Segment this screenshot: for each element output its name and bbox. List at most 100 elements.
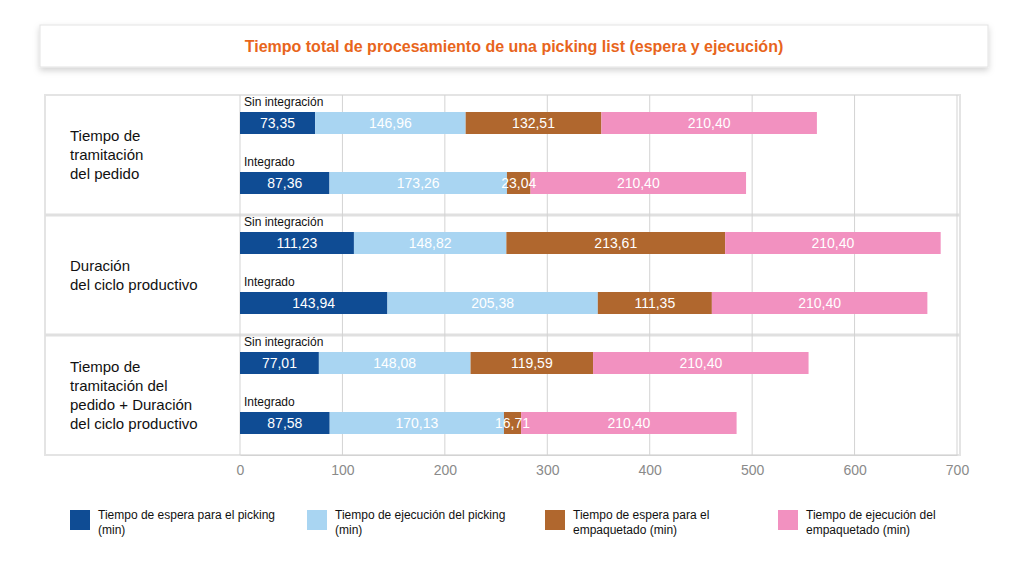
bar-segment (240, 352, 319, 374)
data-label: 173,26 (397, 175, 440, 191)
data-label: 210,40 (798, 295, 841, 311)
data-label: 132,51 (512, 115, 555, 131)
bar-segment (240, 232, 354, 254)
tick-label: 100 (331, 462, 355, 478)
tick-label: 500 (741, 462, 765, 478)
bar-segment (330, 412, 504, 434)
data-label: 213,61 (594, 235, 637, 251)
data-label: 146,96 (369, 115, 412, 131)
grid-line (342, 95, 343, 455)
tick-label: 700 (946, 462, 970, 478)
data-label: 210,40 (607, 415, 650, 431)
group-label: Duración (70, 257, 130, 274)
grid (240, 95, 957, 455)
tick-label: 0 (237, 462, 245, 478)
legend-swatch (778, 510, 798, 530)
data-label: 205,38 (471, 295, 514, 311)
data-label: 111,35 (634, 295, 675, 311)
bar-segment (329, 172, 506, 194)
tick: 200 (434, 455, 458, 478)
bar-segment (598, 292, 712, 314)
grid-line (649, 95, 650, 455)
data-label: 23,04 (501, 175, 536, 191)
legend-label: Tiempo de espera para elempaquetado (min… (573, 508, 709, 537)
title: Tiempo total de procesamiento de una pic… (245, 38, 784, 55)
bar-segment (466, 112, 602, 134)
group-label: del ciclo productivo (70, 276, 198, 293)
category-label: Integrado (244, 275, 295, 289)
bar-segment (315, 112, 466, 134)
group-label: Tiempo de (70, 127, 140, 144)
bar-segment (240, 412, 330, 434)
tick: 100 (331, 455, 355, 478)
bar-segment (531, 172, 747, 194)
chart: Tiempo total de procesamiento de una pic… (0, 0, 1024, 571)
bar-segment (725, 232, 941, 254)
legend-swatch (70, 510, 90, 530)
tick-label: 300 (536, 462, 560, 478)
data-label: 87,58 (267, 415, 302, 431)
tick: 600 (843, 455, 867, 478)
group-label: pedido + Duración (70, 396, 192, 413)
legend-item: Tiempo de espera para el picking(min) (70, 508, 275, 537)
data-label: 16,71 (495, 415, 530, 431)
group-label: Tiempo de (70, 358, 140, 375)
data-label: 210,40 (812, 235, 855, 251)
data-label: 111,23 (277, 235, 318, 251)
tick-label: 200 (434, 462, 458, 478)
grid-line (752, 95, 753, 455)
legend-item: Tiempo de espera para elempaquetado (min… (545, 508, 709, 537)
bars (240, 112, 941, 434)
data-label: 148,08 (373, 355, 416, 371)
data-label: 87,36 (267, 175, 302, 191)
category-label: Integrado (244, 155, 295, 169)
tick: 400 (639, 455, 663, 478)
bar-segment (521, 412, 737, 434)
tick: 300 (536, 455, 560, 478)
tick: 500 (741, 455, 765, 478)
bar-segment (240, 292, 387, 314)
legend-swatch (307, 510, 327, 530)
category-label: Sin integración (244, 95, 323, 109)
category-label: Sin integración (244, 335, 323, 349)
tick: 700 (946, 455, 970, 478)
bar-segment (471, 352, 593, 374)
data-label: 119,59 (511, 355, 553, 371)
group-label: del ciclo productivo (70, 415, 198, 432)
bar-segment (240, 172, 329, 194)
tick-label: 600 (843, 462, 867, 478)
grid-line (854, 95, 855, 455)
data-labels: 73,3587,36111,23143,9477,0187,58146,9617… (260, 115, 854, 431)
grid-line (547, 95, 548, 455)
bar-segment (354, 232, 506, 254)
legend-label: Tiempo de ejecución del picking(min) (335, 508, 505, 537)
bar-segment (593, 352, 809, 374)
tick-label: 400 (639, 462, 663, 478)
data-label: 143,94 (292, 295, 335, 311)
legend-label: Tiempo de espera para el picking(min) (98, 508, 275, 537)
bar-segment (712, 292, 928, 314)
bar-segment (387, 292, 597, 314)
legend-item: Tiempo de ejecución delempaquetado (min) (778, 508, 936, 537)
data-label: 73,35 (260, 115, 295, 131)
bar-segment (506, 232, 725, 254)
bar-segment (601, 112, 817, 134)
grid-line (957, 95, 958, 455)
group-label: del pedido (70, 165, 139, 182)
bar-segment (240, 112, 315, 134)
bar-segment (319, 352, 471, 374)
category-label: Sin integración (244, 215, 323, 229)
group-separator (45, 334, 960, 337)
tick: 0 (237, 455, 245, 478)
data-label: 210,40 (679, 355, 722, 371)
legend: Tiempo de espera para el picking(min) Tie… (70, 508, 936, 537)
data-label: 210,40 (688, 115, 731, 131)
title-box (40, 25, 988, 67)
plot-frame (45, 95, 960, 455)
legend-item: Tiempo de ejecución del picking(min) (307, 508, 505, 537)
group-separator (45, 214, 960, 217)
grid-line (444, 95, 445, 455)
x-axis: 0 100 200 300 400 500 600 700 (237, 455, 970, 478)
category-label: Integrado (244, 395, 295, 409)
category-labels: Sin integración Integrado Sin integración I… (244, 95, 323, 409)
